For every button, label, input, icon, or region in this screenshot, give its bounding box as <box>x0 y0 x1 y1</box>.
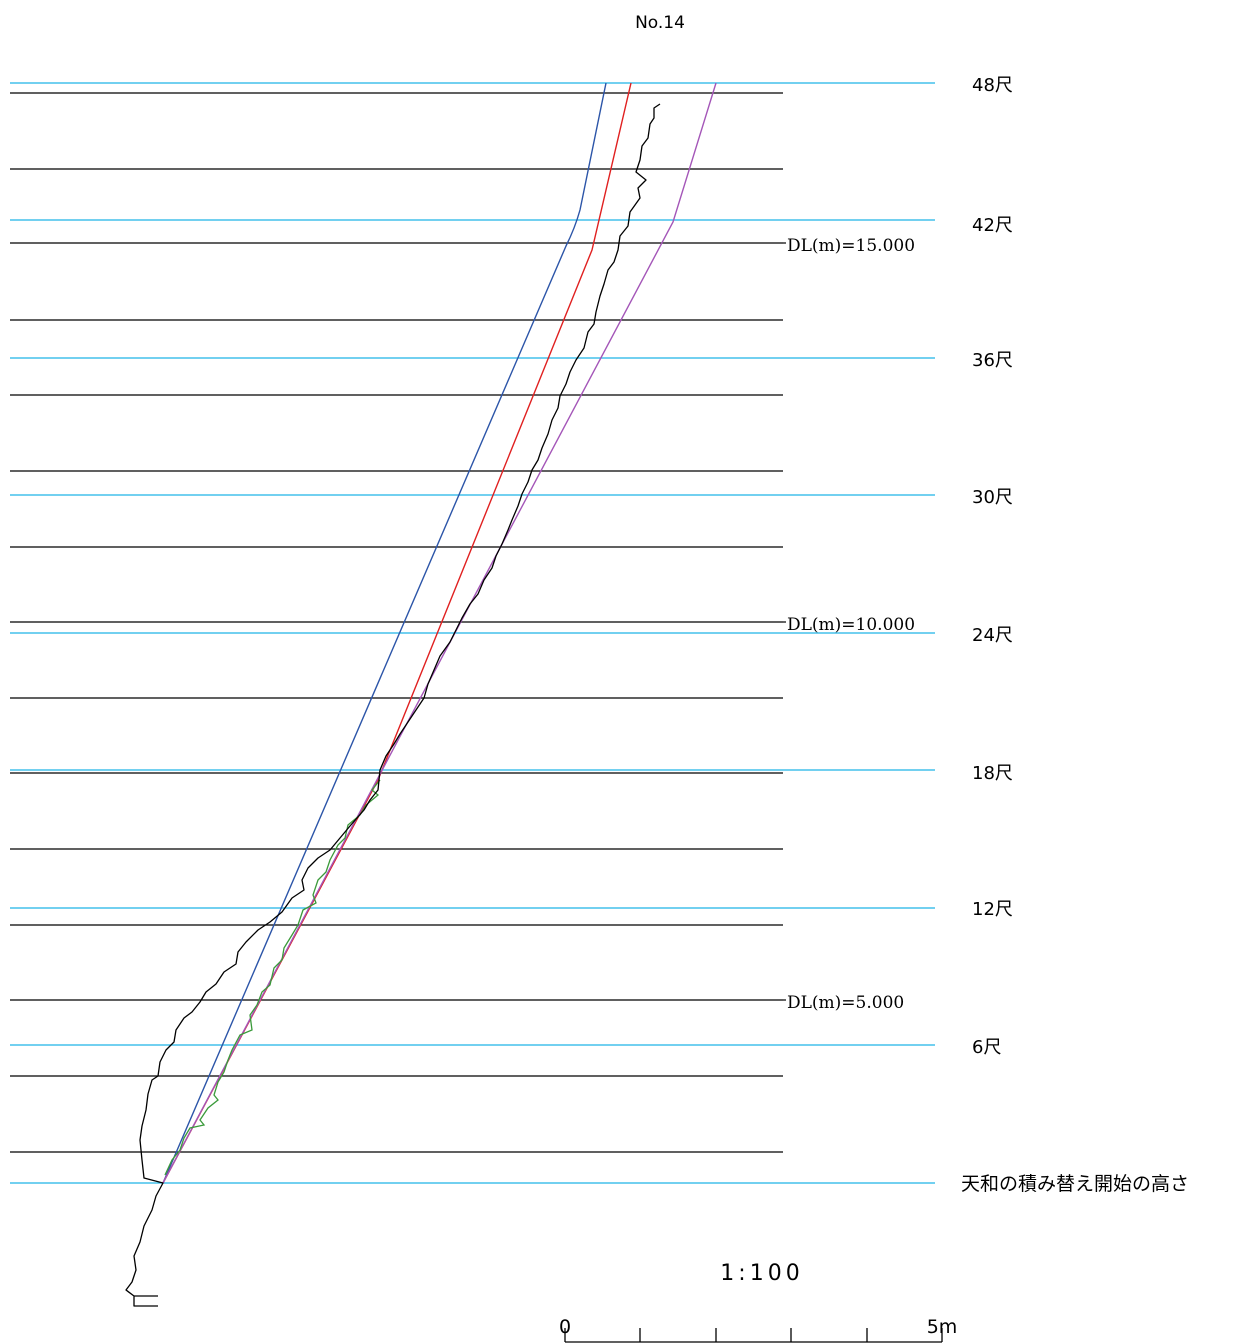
shaku-label-18: 18尺 <box>972 763 1013 784</box>
drawing-title: No.14 <box>635 13 685 33</box>
scale-start-label: 0 <box>559 1316 571 1338</box>
scale-end-label: 5m <box>927 1316 958 1338</box>
purple-curve <box>162 82 717 1184</box>
blue-curve <box>162 82 607 1184</box>
shaku-label-48: 48尺 <box>972 75 1013 96</box>
datum-lines <box>10 92 783 1153</box>
shaku-lines <box>10 82 935 1184</box>
dl-label-15: DL(m)=15.000 <box>787 236 915 256</box>
shaku-label-24: 24尺 <box>972 625 1013 646</box>
dl-label-5: DL(m)=5.000 <box>787 993 904 1013</box>
scale-ratio: 1:100 <box>720 1261 803 1286</box>
shaku-label-base: 天和の積み替え開始の高さ <box>961 1173 1189 1195</box>
dl-label-10: DL(m)=10.000 <box>787 615 915 635</box>
shaku-label-6: 6尺 <box>972 1037 1001 1058</box>
dl-extensions <box>783 242 786 1001</box>
scale-bar <box>564 1328 943 1343</box>
wall-profile <box>125 103 661 1307</box>
shaku-label-30: 30尺 <box>972 487 1013 508</box>
shaku-label-42: 42尺 <box>972 215 1013 236</box>
green-curve <box>164 779 381 1176</box>
shaku-label-36: 36尺 <box>972 350 1013 371</box>
shaku-label-12: 12尺 <box>972 899 1013 920</box>
